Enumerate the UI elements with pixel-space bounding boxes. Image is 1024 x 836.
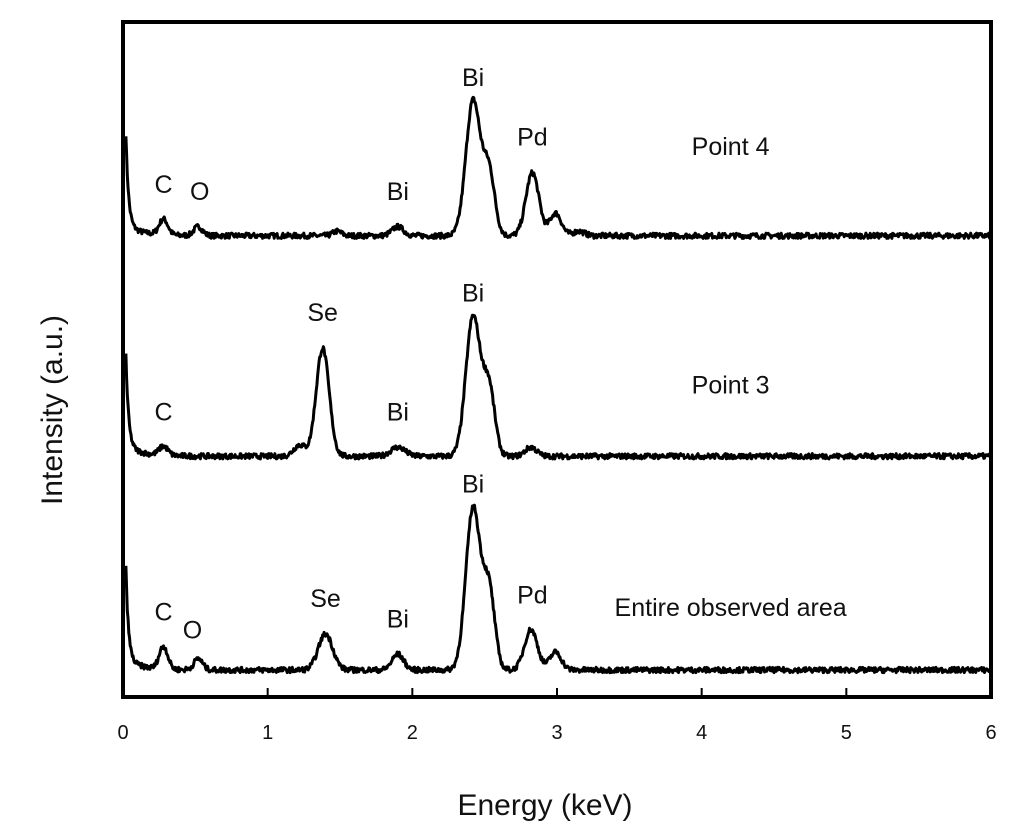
x-tick-label: 1 (262, 722, 273, 744)
peak-label: Pd (517, 581, 548, 609)
series-label: Point 4 (692, 133, 770, 161)
spectrum-line (124, 313, 992, 461)
x-tick-label: 4 (696, 722, 707, 744)
peak-label: O (190, 178, 209, 206)
x-tick-label: 6 (985, 722, 996, 744)
x-axis-title: Energy (keV) (457, 789, 632, 822)
peak-label: Se (310, 585, 341, 613)
x-tick-label: 3 (551, 722, 562, 744)
peak-label: Bi (462, 280, 484, 308)
peak-label: Bi (462, 471, 484, 499)
x-tick-label: 2 (407, 722, 418, 744)
peak-label: O (183, 616, 202, 644)
series-labels: Point 4 Point 3 Entire observed area (615, 133, 847, 622)
peak-label: Bi (462, 64, 484, 92)
series-label: Entire observed area (615, 594, 847, 622)
x-axis-ticks (122, 688, 992, 697)
spectrum-line (124, 503, 993, 675)
plot-frame (121, 20, 993, 699)
peak-label: Bi (387, 605, 409, 633)
peak-label: Bi (387, 398, 409, 426)
x-tick-label: 0 (117, 722, 128, 744)
peak-label: C (154, 171, 172, 199)
peak-label: Pd (517, 124, 548, 152)
peak-label: C (154, 398, 172, 426)
x-tick-label: 5 (841, 722, 852, 744)
y-axis-title: Intensity (a.u.) (36, 315, 69, 505)
x-axis-tick-labels: 0 1 2 3 4 5 6 (117, 722, 996, 744)
peak-label: Bi (387, 178, 409, 206)
peak-label: Se (307, 299, 338, 327)
series-label: Point 3 (692, 371, 770, 399)
spectrum-lines (124, 95, 993, 675)
peak-label: C (154, 599, 172, 627)
spectrum-line (124, 95, 993, 240)
